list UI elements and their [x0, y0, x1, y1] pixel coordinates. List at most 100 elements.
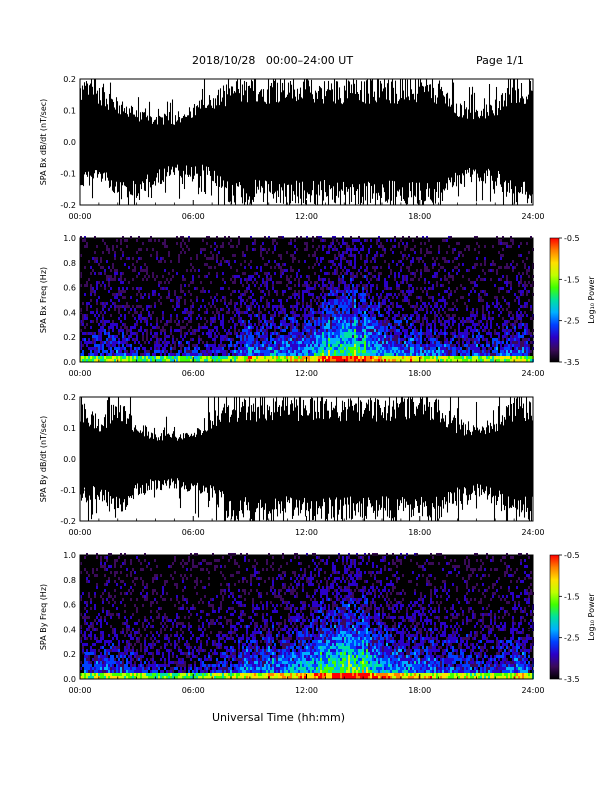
- spectrogram-cell: [324, 353, 326, 356]
- spectrogram-cell: [406, 353, 408, 356]
- spectrogram-cell: [282, 344, 284, 347]
- spectrogram-cell: [516, 296, 518, 299]
- spectrogram-cell: [332, 314, 334, 317]
- spectrogram-cell: [110, 305, 112, 308]
- spectrogram-cell: [214, 242, 216, 245]
- spectrogram-cell: [448, 287, 450, 290]
- spectrogram-cell: [272, 314, 274, 317]
- spectrogram-cell: [314, 299, 316, 302]
- spectrogram-cell: [454, 353, 456, 356]
- spectrogram-cell: [308, 356, 310, 359]
- spectrogram-cell: [96, 344, 98, 347]
- spectrogram-cell: [224, 281, 226, 284]
- spectrogram-cell: [234, 290, 236, 293]
- spectrogram-cell: [478, 323, 480, 326]
- spectrogram-cell: [88, 278, 90, 281]
- spectrogram-cell: [394, 359, 396, 362]
- spectrogram-cell: [360, 305, 362, 308]
- spectrogram-cell: [300, 344, 302, 347]
- spectrogram-cell: [230, 356, 232, 359]
- spectrogram-cell: [478, 335, 480, 338]
- spectrogram-cell: [486, 359, 488, 362]
- spectrogram-cell: [228, 332, 230, 335]
- spectrogram-cell: [318, 305, 320, 308]
- spectrogram-cell: [364, 311, 366, 314]
- spectrogram-cell: [428, 347, 430, 350]
- spectrogram-cell: [364, 308, 366, 311]
- spectrogram-cell: [238, 353, 240, 356]
- spectrogram-cell: [480, 326, 482, 329]
- spectrogram-cell: [418, 260, 420, 263]
- spectrogram-cell: [332, 347, 334, 350]
- spectrogram-cell: [126, 257, 128, 260]
- spectrogram-cell: [460, 350, 462, 353]
- spectrogram-cell: [474, 350, 476, 353]
- spectrogram-cell: [346, 359, 348, 362]
- spectrogram-cell: [448, 281, 450, 284]
- spectrogram-cell: [176, 356, 178, 359]
- spectrogram-cell: [272, 356, 274, 359]
- spectrogram-cell: [250, 314, 252, 317]
- spectrogram-cell: [126, 341, 128, 344]
- spectrogram-cell: [120, 353, 122, 356]
- spectrogram-cell: [220, 341, 222, 344]
- spectrogram-cell: [336, 269, 338, 272]
- spectrogram-cell: [496, 347, 498, 350]
- spectrogram-cell: [176, 329, 178, 332]
- spectrogram-cell: [124, 326, 126, 329]
- spectrogram-cell: [522, 332, 524, 335]
- spectrogram-cell: [94, 335, 96, 338]
- spectrogram-cell: [198, 308, 200, 311]
- spectrogram-cell: [228, 329, 230, 332]
- spectrogram-cell: [240, 311, 242, 314]
- spectrogram-cell: [262, 278, 264, 281]
- spectrogram-cell: [346, 272, 348, 275]
- spectrogram-cell: [416, 314, 418, 317]
- spectrogram-cell: [88, 260, 90, 263]
- spectrogram-cell: [140, 293, 142, 296]
- spectrogram-cell: [396, 296, 398, 299]
- spectrogram-cell: [428, 296, 430, 299]
- spectrogram-cell: [242, 293, 244, 296]
- spectrogram-cell: [426, 290, 428, 293]
- spectrogram-cell: [292, 356, 294, 359]
- spectrogram-cell: [436, 281, 438, 284]
- spectrogram-cell: [228, 359, 230, 362]
- spectrogram-cell: [154, 353, 156, 356]
- spectrogram-cell: [240, 278, 242, 281]
- spectrogram-cell: [318, 308, 320, 311]
- spectrogram-cell: [324, 272, 326, 275]
- spectrogram-cell: [526, 332, 528, 335]
- spectrogram-cell: [520, 359, 522, 362]
- spectrogram-cell: [494, 347, 496, 350]
- spectrogram-cell: [330, 299, 332, 302]
- spectrogram-cell: [312, 266, 314, 269]
- spectrogram-cell: [356, 356, 358, 359]
- spectrogram-cell: [416, 359, 418, 362]
- spectrogram-cell: [136, 311, 138, 314]
- spectrogram-cell: [344, 305, 346, 308]
- spectrogram-cell: [96, 338, 98, 341]
- spectrogram-cell: [398, 338, 400, 341]
- spectrogram-cell: [188, 347, 190, 350]
- spectrogram-cell: [484, 338, 486, 341]
- spectrogram-cell: [222, 326, 224, 329]
- spectrogram-cell: [410, 278, 412, 281]
- x-tick-label: 24:00: [521, 212, 544, 221]
- spectrogram-cell: [434, 272, 436, 275]
- spectrogram-cell: [164, 341, 166, 344]
- spectrogram-cell: [398, 332, 400, 335]
- spectrogram-cell: [328, 308, 330, 311]
- spectrogram-cell: [282, 338, 284, 341]
- spectrogram-cell: [138, 248, 140, 251]
- spectrogram-cell: [516, 341, 518, 344]
- spectrogram-cell: [390, 341, 392, 344]
- spectrogram-cell: [352, 344, 354, 347]
- spectrogram-cell: [112, 356, 114, 359]
- spectrogram-cell: [468, 317, 470, 320]
- spectrogram-cell: [418, 338, 420, 341]
- spectrogram-cell: [482, 335, 484, 338]
- spectrogram-cell: [362, 341, 364, 344]
- spectrogram-cell: [220, 308, 222, 311]
- spectrogram-cell: [116, 305, 118, 308]
